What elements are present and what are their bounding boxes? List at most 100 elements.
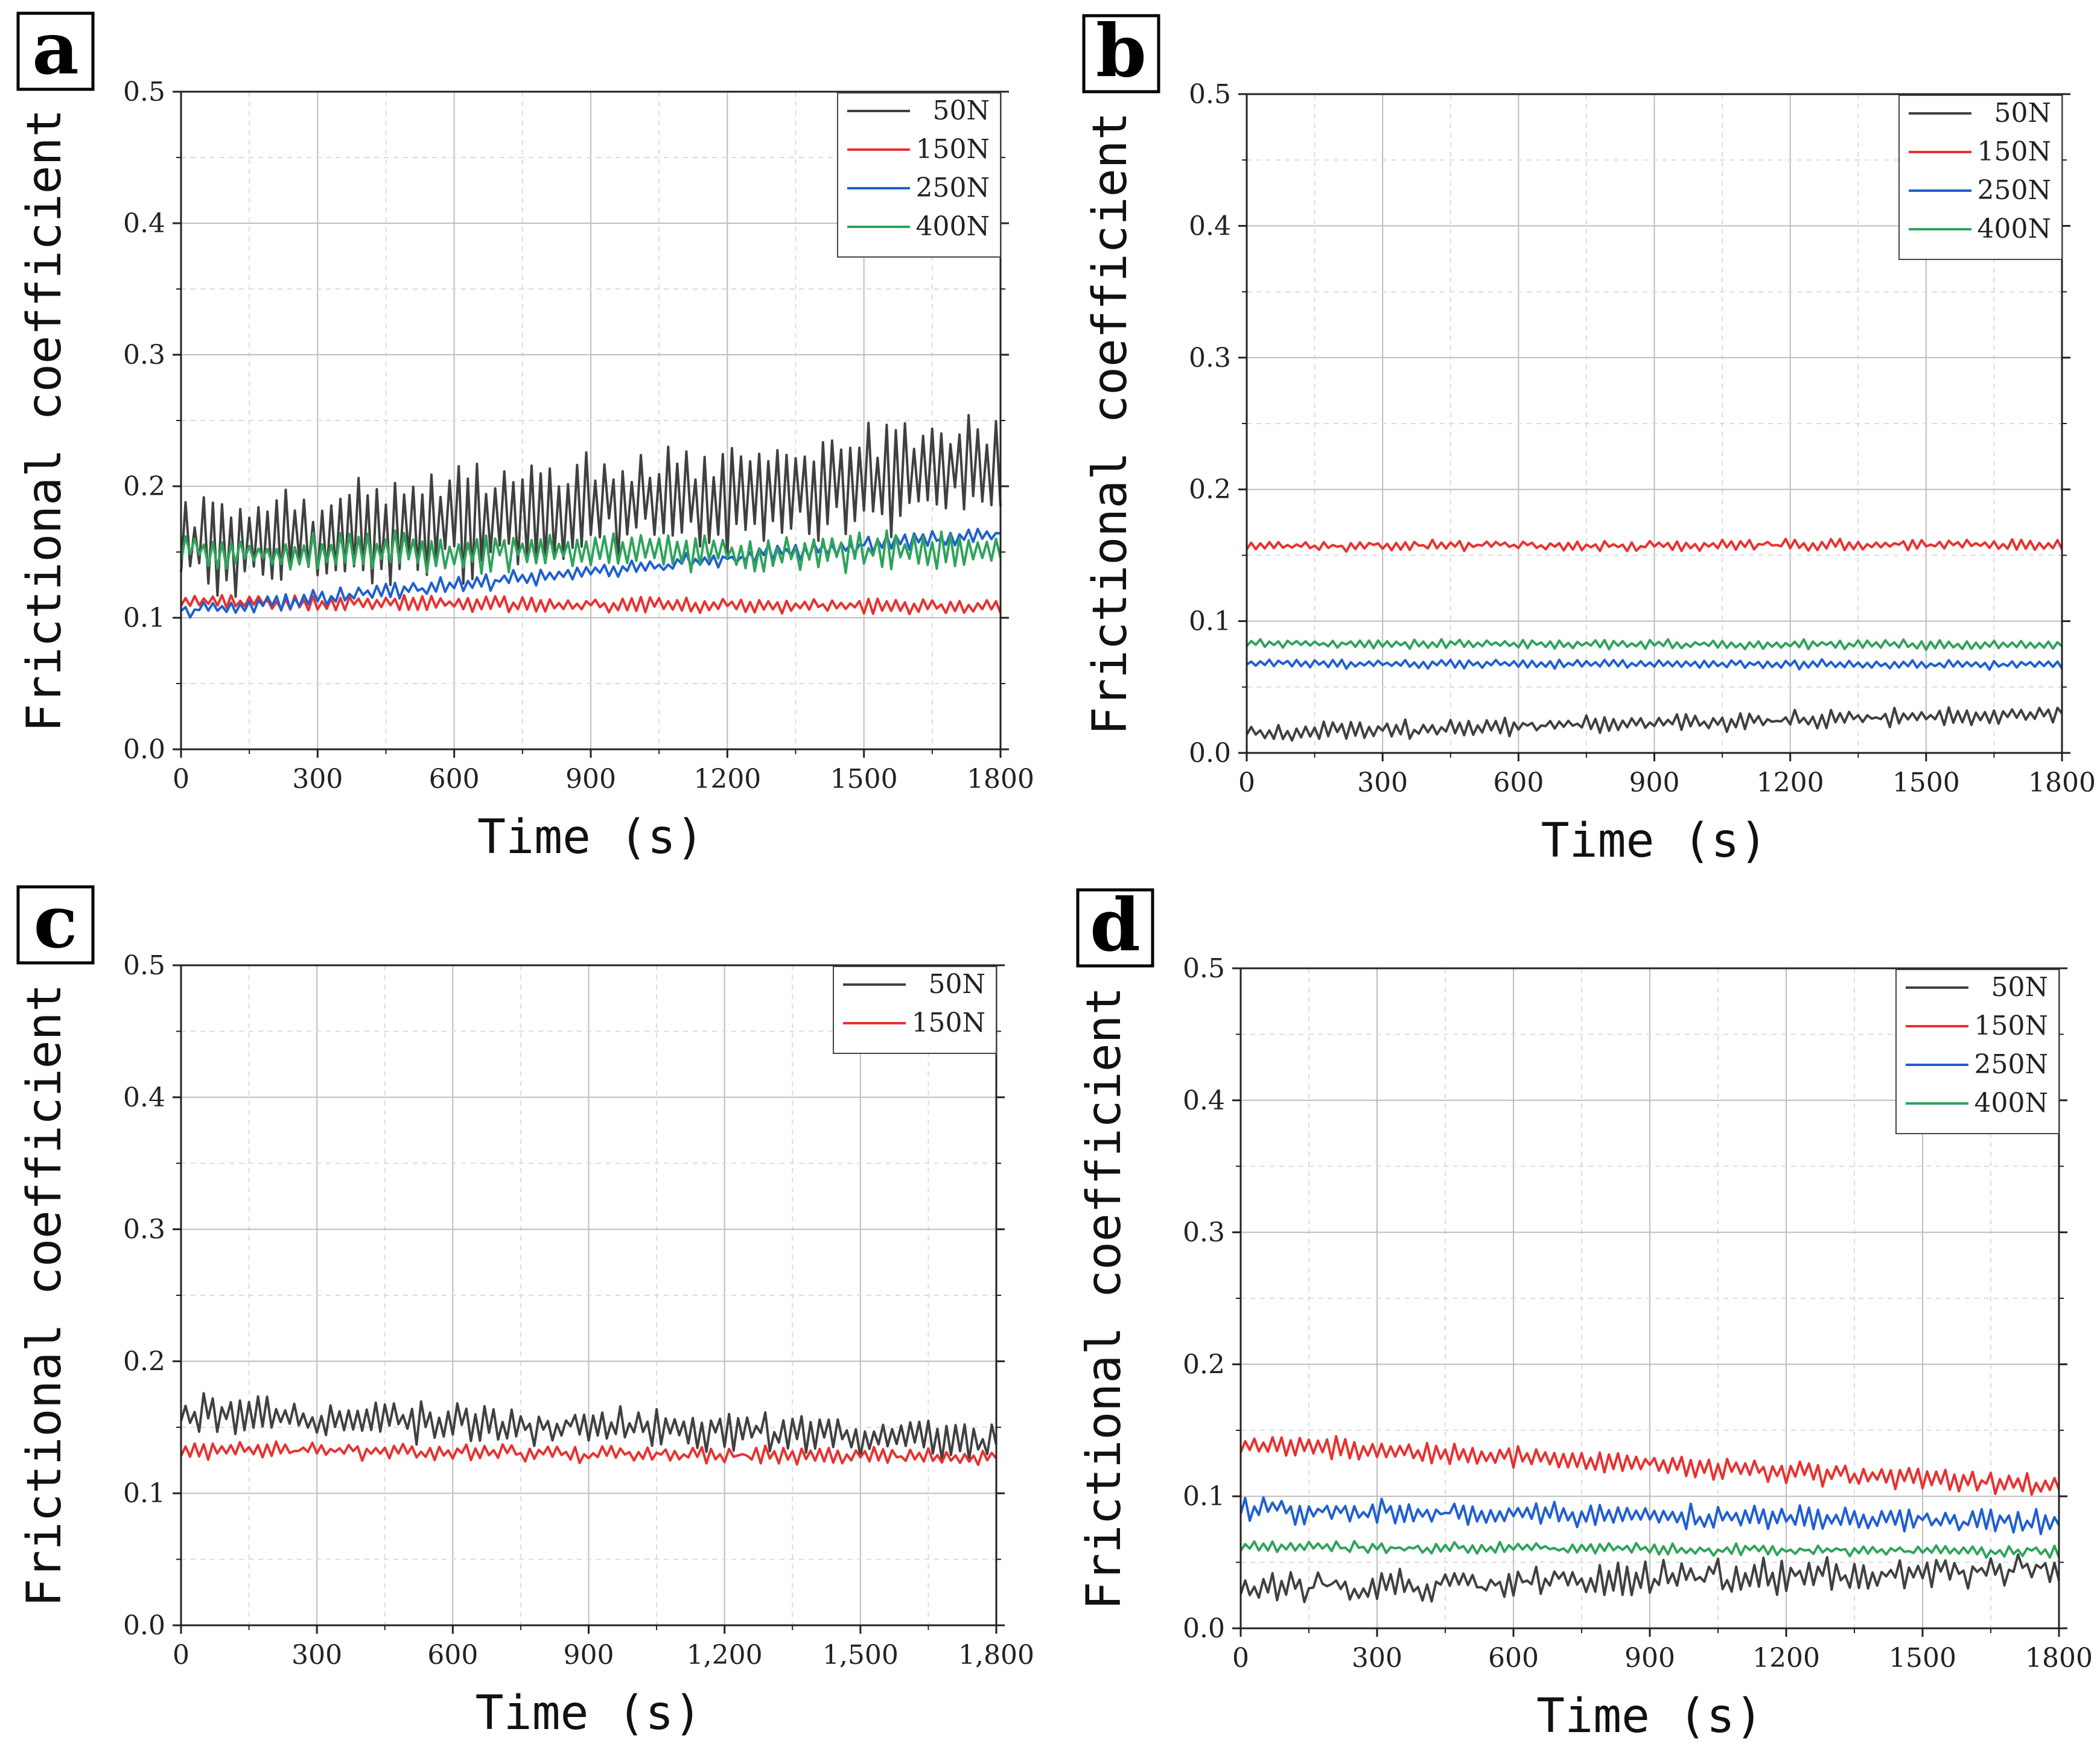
y-tick-label: 0.3 (1183, 1217, 1225, 1248)
x-axis-title: Time (s) (1536, 1689, 1763, 1744)
y-axis-title: Frictional coefficient (1083, 112, 1138, 735)
y-tick-label: 0.1 (123, 603, 165, 633)
y-tick-label: 0.3 (123, 1214, 165, 1245)
series-line-150n (1239, 1435, 2060, 1496)
x-tick-label: 0 (173, 1640, 189, 1671)
x-tick-label: 1500 (1892, 767, 1960, 798)
legend-label-50n: 50N (929, 969, 986, 1000)
y-tick-label: 0.2 (123, 1346, 165, 1377)
legend-label-150n: 150N (1978, 136, 2051, 167)
x-tick-label: 900 (565, 764, 616, 795)
y-tick-label: 0.4 (1183, 1085, 1225, 1116)
legend-label-50n: 50N (1994, 98, 2052, 129)
x-tick-label: 1200 (1752, 1643, 1820, 1674)
x-tick-label: 1500 (830, 764, 898, 795)
series-line-400n (1246, 638, 2063, 651)
y-tick-label: 0.1 (1189, 606, 1231, 637)
panel-label: b (1096, 8, 1147, 94)
y-tick-label: 0.4 (123, 1082, 165, 1113)
panel-label-box (1076, 888, 1154, 968)
legend-label-400n: 400N (1974, 1088, 2048, 1119)
x-tick-label: 1200 (693, 764, 761, 795)
x-tick-label: 600 (1493, 767, 1544, 798)
x-tick-label: 1800 (2028, 767, 2096, 798)
x-tick-label: 1800 (967, 764, 1034, 795)
y-axis-title: Frictional coefficient (18, 109, 72, 732)
y-axis-title: Frictional coefficient (1077, 986, 1131, 1610)
series-line-150n (180, 594, 1002, 615)
y-axis-title: Frictional coefficient (18, 983, 72, 1607)
panel-label: a (32, 6, 79, 91)
x-tick-label: 1,200 (687, 1640, 763, 1671)
y-tick-label: 0.0 (1189, 738, 1231, 769)
chart-panel-d: 0 300 600 900 1200 1500 1800 0.0 0.1 0.2 0.3 0.4 0.5… (1076, 883, 2093, 1744)
x-tick-label: 1500 (1889, 1643, 1956, 1674)
x-tick-label: 300 (1357, 767, 1408, 798)
y-tick-label: 0.4 (123, 208, 165, 239)
series-line-250n (180, 527, 1001, 619)
legend-label-250n: 250N (1974, 1049, 2048, 1080)
x-tick-label: 1800 (2025, 1643, 2093, 1674)
series-line-250n (1239, 1496, 2060, 1535)
y-tick-label: 0.3 (123, 340, 165, 370)
x-axis-title: Time (s) (476, 1686, 702, 1741)
panel-label: c (33, 880, 77, 965)
x-tick-label: 900 (1629, 767, 1680, 798)
legend-label-150n: 150N (916, 134, 990, 165)
series-line-50n (1239, 1553, 2060, 1604)
legend-box (1895, 969, 2060, 1134)
legend-box (1898, 95, 2063, 260)
x-tick-label: 900 (1624, 1643, 1675, 1674)
y-tick-label: 0.4 (1189, 211, 1231, 241)
y-tick-label: 0.3 (1189, 343, 1231, 373)
series-line-50n (1246, 706, 2063, 742)
series-line-250n (1246, 658, 2063, 671)
x-tick-label: 600 (1488, 1643, 1539, 1674)
legend-box (833, 966, 997, 1054)
series-line-50n (180, 414, 1002, 598)
legend-label-150n: 150N (1974, 1011, 2048, 1041)
y-tick-label: 0.1 (1183, 1481, 1225, 1512)
legend-box (837, 92, 1001, 258)
legend-label-250n: 250N (1978, 175, 2051, 206)
series-line-400n (1239, 1540, 2060, 1559)
y-tick-label: 0.2 (1189, 474, 1231, 505)
series-line-150n (180, 1440, 998, 1467)
y-tick-label: 0.2 (1183, 1349, 1225, 1380)
y-tick-label: 0.2 (123, 471, 165, 502)
panel-label-box (16, 885, 95, 965)
x-tick-label: 0 (173, 764, 189, 795)
x-tick-label: 600 (429, 764, 480, 795)
y-tick-label: 0.1 (123, 1478, 165, 1509)
x-axis-title: Time (s) (477, 810, 704, 865)
x-tick-label: 0 (1238, 767, 1255, 798)
y-tick-label: 0.0 (1183, 1613, 1225, 1644)
legend-label-150n: 150N (912, 1008, 985, 1038)
series-line-150n (1246, 538, 2063, 553)
legend-label-50n: 50N (933, 95, 990, 126)
legend: 50N 150N 250N 400N (837, 92, 1001, 258)
x-tick-label: 300 (1352, 1643, 1402, 1674)
x-axis-title: Time (s) (1541, 814, 1768, 868)
y-tick-label: 0.5 (123, 77, 165, 107)
y-tick-label: 0.5 (1189, 79, 1231, 110)
x-tick-label: 600 (427, 1640, 478, 1671)
panel-label: d (1090, 883, 1141, 968)
y-tick-label: 0.0 (123, 1610, 165, 1641)
x-tick-label: 900 (564, 1640, 614, 1671)
y-tick-label: 0.5 (1183, 953, 1225, 984)
legend-label-400n: 400N (916, 211, 990, 242)
x-tick-label: 300 (291, 1640, 342, 1671)
x-tick-label: 300 (292, 764, 343, 795)
x-tick-label: 1,800 (958, 1640, 1034, 1671)
legend: 50N 150N (833, 966, 997, 1054)
legend-label-250n: 250N (916, 173, 990, 203)
y-tick-label: 0.5 (123, 950, 165, 981)
chart-panel-a: 0 300 600 900 1200 1500 1800 0.0 0.1 0.2 0.3 0.4 0.5… (16, 6, 1034, 865)
legend-label-400n: 400N (1978, 214, 2051, 244)
legend: 50N 150N 250N 400N (1895, 969, 2060, 1134)
x-tick-label: 1,500 (822, 1640, 899, 1671)
legend: 50N 150N 250N 400N (1898, 95, 2063, 260)
chart-panel-c: 0 300 600 900 1,200 1,500 1,800 0.0 0.1 0.2 0.3 0.4… (16, 880, 1034, 1741)
